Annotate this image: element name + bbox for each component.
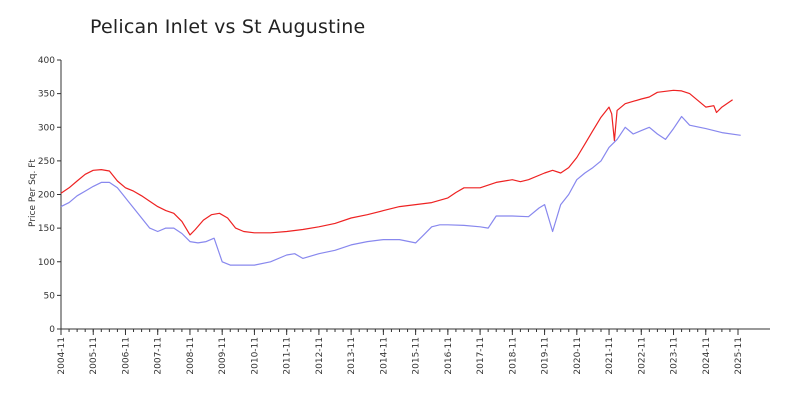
y-tick-label: 400 (38, 56, 55, 66)
x-tick-label: 2024-11 (702, 337, 712, 375)
x-tick-label: 2022-11 (637, 337, 647, 375)
x-tick-label: 2020-11 (573, 337, 583, 375)
x-tick-label: 2008-11 (186, 337, 196, 375)
x-tick-label: 2016-11 (444, 337, 454, 375)
x-tick-label: 2025-11 (734, 337, 744, 375)
x-tick-label: 2019-11 (541, 337, 551, 375)
series-line-1 (60, 89, 733, 236)
x-tick-label: 2015-11 (412, 337, 422, 375)
x-tick-label: 2017-11 (476, 337, 486, 375)
x-tick-label: 2006-11 (121, 337, 131, 375)
x-tick-label: 2021-11 (605, 337, 615, 375)
y-tick-label: 200 (38, 191, 55, 201)
chart-title: Pelican Inlet vs St Augustine (90, 16, 366, 38)
x-tick-label: 2013-11 (347, 337, 357, 375)
x-tick-label: 2004-11 (57, 337, 67, 375)
y-tick-label: 250 (38, 157, 55, 167)
x-tick-label: 2012-11 (315, 337, 325, 375)
y-axis-label: Price Per Sq. Ft (28, 159, 38, 227)
series-line-2 (60, 115, 741, 266)
y-tick-label: 150 (38, 224, 55, 234)
x-tick-label: 2018-11 (508, 337, 518, 375)
x-axis: 2004-11 2005-11 2006-11 2007-11 2008-11 2009-… (57, 328, 770, 375)
y-axis: 0 50 100 150 200 250 300 350 400 (38, 56, 62, 335)
x-tick-label: 2005-11 (89, 337, 99, 375)
y-tick-label: 100 (38, 258, 55, 268)
x-tick-label: 2014-11 (379, 337, 389, 375)
x-tick-label: 2023-11 (670, 337, 680, 375)
x-tick-label: 2009-11 (218, 337, 228, 375)
y-tick-label: 350 (38, 90, 55, 100)
y-tick-label: 50 (44, 291, 56, 301)
x-tick-label: 2011-11 (283, 337, 293, 375)
y-tick-label: 0 (49, 325, 55, 335)
series-layer (60, 89, 741, 266)
y-tick-label: 300 (38, 123, 55, 133)
x-tick-label: 2007-11 (154, 337, 164, 375)
x-tick-label: 2010-11 (250, 337, 260, 375)
